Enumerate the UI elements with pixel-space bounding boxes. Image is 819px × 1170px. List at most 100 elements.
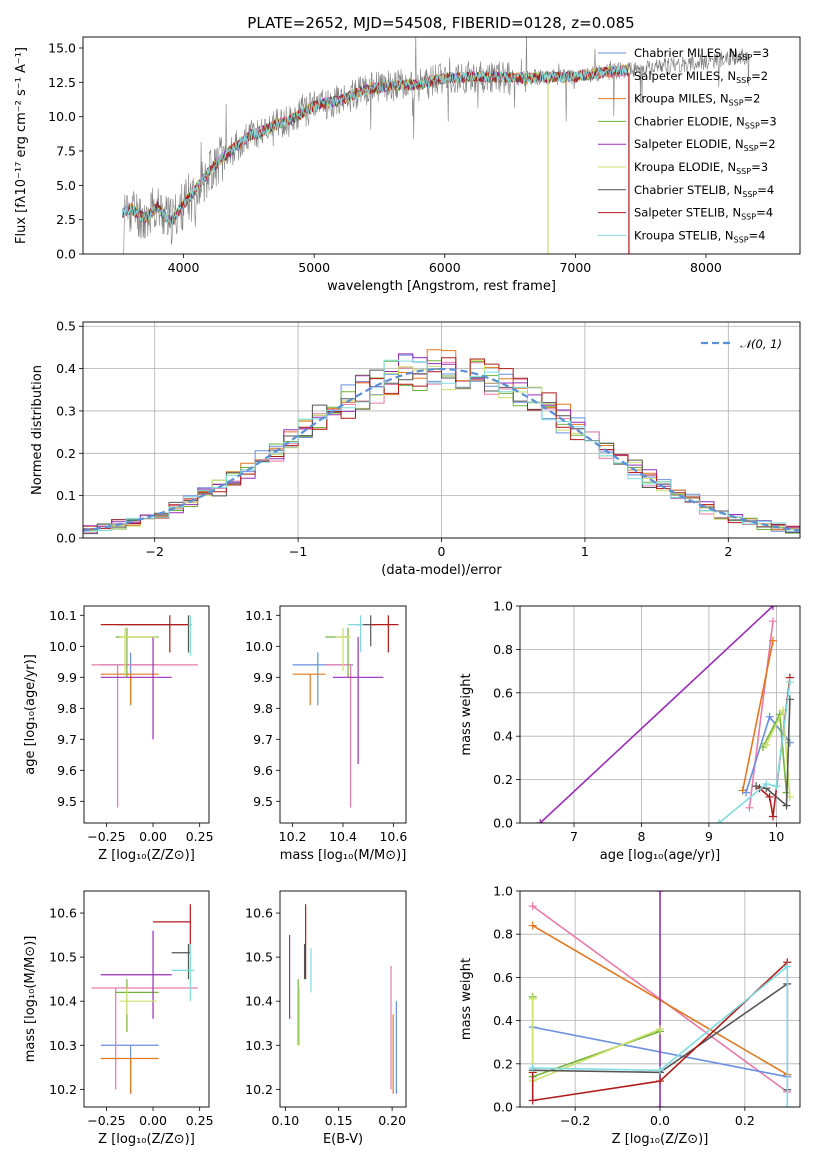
legend-label: Kroupa STELIB, NSSP=4 [634, 228, 765, 244]
series-salpeter_miles [745, 617, 778, 812]
legend-entry: Kroupa STELIB, NSSP=4 [598, 228, 765, 244]
y-tick-label: 0.0 [56, 247, 76, 262]
plot-area [528, 891, 792, 1107]
errorbar-chabrier_miles [292, 652, 354, 706]
data-point-marker [656, 891, 664, 895]
data-point-marker [769, 812, 778, 821]
x-tick-label: 4000 [168, 260, 200, 275]
y-axis-label: mass [log₁₀(M/M⊙)] [23, 936, 38, 1063]
y-tick-label: 0.0 [493, 816, 513, 831]
x-tick-label: 10.6 [379, 829, 407, 844]
data-point-marker [742, 788, 751, 797]
x-axis-label: Z [log₁₀(Z/Z⊙)] [98, 1132, 195, 1147]
panel-mass_weight_vs_age: 7 8 9 10 0.0 0.2 0.4 0.6 0.8 1.0 age [log₁₀(age/yr… [459, 599, 801, 863]
x-tick-label: 8 [637, 829, 645, 844]
y-tick-label: 10.5 [245, 950, 273, 965]
y-tick-label: 0.1 [56, 488, 76, 503]
y-tick-label: 10.0 [245, 639, 273, 654]
x-axis-label: age [log₁₀(age/yr)] [600, 848, 721, 863]
normal-reference-curve [83, 367, 800, 532]
x-axis-label: E(B-V) [323, 1132, 363, 1147]
x-tick-label: −2 [145, 544, 163, 559]
y-tick-label: 0.4 [56, 361, 76, 376]
x-tick-label: 8000 [690, 260, 722, 275]
y-tick-label: 7.5 [56, 143, 76, 158]
histogram-kroupa_stelib [83, 359, 800, 538]
legend-entry: Kroupa MILES, NSSP=2 [598, 92, 760, 108]
errorbar-salpeter_miles [91, 664, 198, 808]
data-point-marker [528, 921, 537, 930]
axes-frame [83, 605, 210, 824]
x-tick-label: 0.00 [139, 829, 167, 844]
plot-area [91, 904, 198, 1094]
x-axis-label: Z [log₁₀(Z/Z⊙)] [612, 1132, 709, 1147]
series-line [741, 640, 774, 791]
legend-label: Chabrier MILES, NSSP=3 [634, 46, 769, 62]
x-tick-label: −1 [289, 544, 307, 559]
y-tick-label: 9.6 [57, 763, 77, 778]
errorbar-kroupa_stelib [348, 615, 364, 653]
data-point-marker [745, 803, 754, 812]
x-tick-label: 0.25 [186, 829, 214, 844]
legend-label: Chabrier STELIB, NSSP=4 [634, 183, 774, 199]
y-axis-label: Normed distribution [30, 365, 45, 495]
series-line [531, 961, 788, 1102]
y-tick-label: 12.5 [48, 75, 76, 90]
y-tick-label: 0.8 [493, 642, 513, 657]
errorbar-chabrier_elodie [115, 627, 159, 678]
y-tick-label: 5.0 [56, 178, 76, 193]
data-point-marker [715, 819, 724, 823]
y-tick-label: 9.7 [253, 732, 273, 747]
y-tick-label: 0.6 [493, 685, 513, 700]
x-axis-label: mass [log₁₀(M/M⊙)] [280, 848, 407, 863]
errorbar-salpeter_elodie [332, 637, 384, 765]
y-axis-label: mass weight [459, 958, 474, 1040]
errorbar-kroupa_stelib [188, 615, 193, 656]
data-point-marker [656, 1103, 664, 1107]
legend-label: 𝒩(0, 1) [740, 337, 782, 351]
y-tick-label: 0.2 [493, 772, 513, 787]
legend-label: Chabrier ELODIE, NSSP=3 [634, 114, 777, 130]
x-tick-label: 0.15 [325, 1113, 353, 1128]
errorbar-salpeter_elodie [100, 930, 172, 1019]
series-kroupa_stelib [528, 962, 792, 1107]
data-point-marker [528, 902, 537, 911]
data-point-marker [785, 677, 794, 686]
y-axis-label: Flux [fλ10⁻¹⁷ erg cm⁻² s⁻¹ A⁻¹] [14, 47, 29, 244]
y-tick-label: 0.2 [56, 446, 76, 461]
legend: Chabrier MILES, NSSP=3 Salpeter MILES, NS… [598, 46, 777, 244]
panel-spectrum: 4000 5000 6000 7000 8000 0.0 2.5 5.0 7.5 10.0 12.5… [14, 36, 801, 294]
data-point-marker [528, 1064, 537, 1073]
axes-frame [279, 605, 407, 824]
series-kroupa_miles [738, 636, 778, 795]
series-line [539, 606, 774, 823]
data-point-marker [783, 1103, 792, 1107]
x-tick-label: 7 [570, 829, 578, 844]
y-tick-label: 9.8 [57, 701, 77, 716]
y-tick-label: 0.3 [56, 403, 76, 418]
data-point-marker [762, 779, 771, 788]
errorbar-kroupa_stelib [171, 943, 195, 1002]
legend-entry: Chabrier MILES, NSSP=3 [598, 46, 769, 62]
y-tick-label: 10.4 [245, 994, 273, 1009]
x-tick-label: 0.00 [139, 1113, 167, 1128]
data-point-marker [769, 606, 778, 610]
y-tick-label: 10.2 [245, 1082, 273, 1097]
x-axis-label: Z [log₁₀(Z/Z⊙)] [98, 848, 195, 863]
x-tick-label: 0.2 [735, 1113, 755, 1128]
x-tick-label: 6000 [429, 260, 461, 275]
y-tick-label: 0.4 [493, 1013, 513, 1028]
y-tick-label: 10.2 [49, 1082, 77, 1097]
y-tick-label: 10.5 [49, 950, 77, 965]
x-tick-label: 7000 [559, 260, 591, 275]
legend-entry: Salpeter ELODIE, NSSP=2 [598, 137, 776, 153]
model-spectrum-kroupa_stelib [121, 65, 629, 227]
legend-label: Salpeter ELODIE, NSSP=2 [634, 137, 776, 153]
x-tick-label: 2 [724, 544, 732, 559]
errorbar-chabrier_elodie [115, 979, 159, 1033]
errorbar-kroupa_miles [100, 673, 159, 706]
legend-label: Salpeter MILES, NSSP=2 [634, 69, 768, 85]
y-tick-label: 10.6 [49, 906, 77, 921]
data-point-marker [656, 1077, 664, 1086]
axes-frame [82, 36, 801, 255]
